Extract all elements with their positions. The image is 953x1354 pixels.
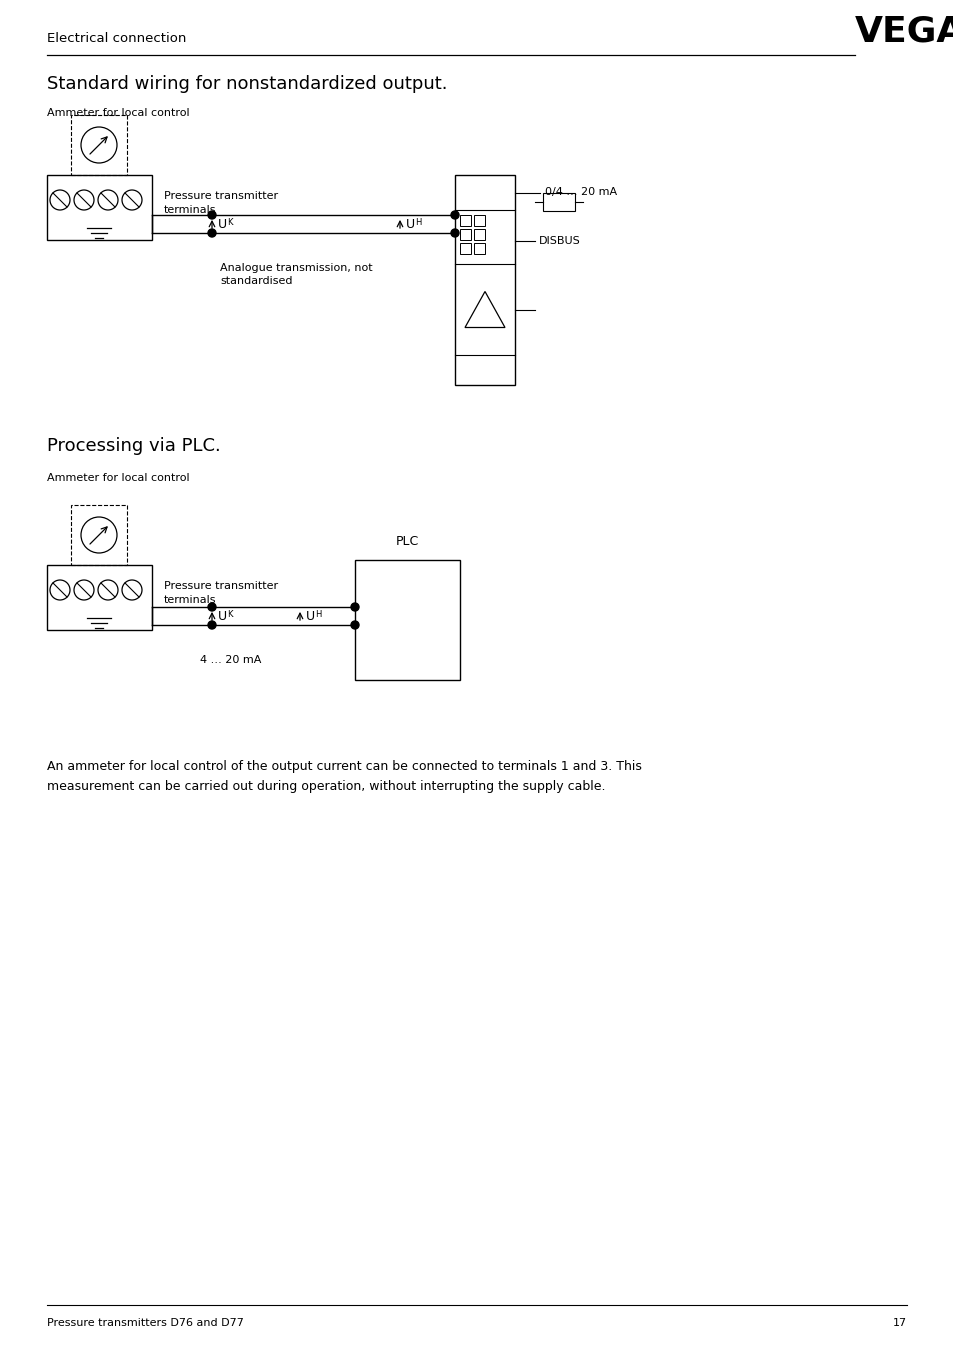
Text: measurement can be carried out during operation, without interrupting the supply: measurement can be carried out during op… — [47, 780, 605, 793]
Text: U: U — [218, 218, 227, 230]
Bar — [71, 505, 127, 565]
Text: Pressure transmitters D76 and D77: Pressure transmitters D76 and D77 — [47, 1317, 244, 1328]
Bar — [47, 565, 152, 630]
Text: Standard wiring for nonstandardized output.: Standard wiring for nonstandardized outp… — [47, 74, 447, 93]
Bar — [474, 229, 484, 240]
Text: H: H — [415, 218, 421, 227]
Bar — [71, 115, 127, 175]
Text: PLC: PLC — [395, 535, 418, 548]
Circle shape — [351, 621, 358, 630]
Text: U: U — [306, 609, 314, 623]
Text: Processing via PLC.: Processing via PLC. — [47, 437, 220, 455]
Bar — [459, 242, 471, 255]
Text: Ammeter for local control: Ammeter for local control — [47, 108, 190, 118]
Text: Pressure transmitter
terminals: Pressure transmitter terminals — [164, 581, 278, 605]
Text: K: K — [227, 218, 233, 227]
Text: 4 … 20 mA: 4 … 20 mA — [200, 655, 261, 665]
Circle shape — [208, 621, 215, 630]
Circle shape — [208, 229, 215, 237]
Text: 17: 17 — [892, 1317, 906, 1328]
Text: 0/4 … 20 mA: 0/4 … 20 mA — [544, 187, 617, 198]
Circle shape — [351, 603, 358, 611]
Text: Pressure transmitter
terminals: Pressure transmitter terminals — [164, 191, 278, 214]
Bar — [542, 192, 575, 210]
Text: K: K — [227, 611, 233, 619]
Bar — [474, 242, 484, 255]
Circle shape — [451, 229, 458, 237]
Text: Electrical connection: Electrical connection — [47, 32, 186, 45]
Text: VEGA: VEGA — [854, 14, 953, 47]
Text: U: U — [218, 609, 227, 623]
Text: Ammeter for local control: Ammeter for local control — [47, 473, 190, 483]
Circle shape — [451, 211, 458, 219]
Bar — [455, 175, 515, 385]
Text: H: H — [314, 611, 321, 619]
Text: DISBUS: DISBUS — [538, 236, 580, 246]
Bar — [459, 215, 471, 226]
Bar — [459, 229, 471, 240]
Bar — [474, 215, 484, 226]
Bar — [355, 561, 459, 680]
Text: Analogue transmission, not
standardised: Analogue transmission, not standardised — [220, 263, 373, 286]
Text: U: U — [406, 218, 415, 230]
Circle shape — [208, 211, 215, 219]
Circle shape — [208, 603, 215, 611]
Bar — [47, 175, 152, 240]
Text: An ammeter for local control of the output current can be connected to terminals: An ammeter for local control of the outp… — [47, 760, 641, 773]
